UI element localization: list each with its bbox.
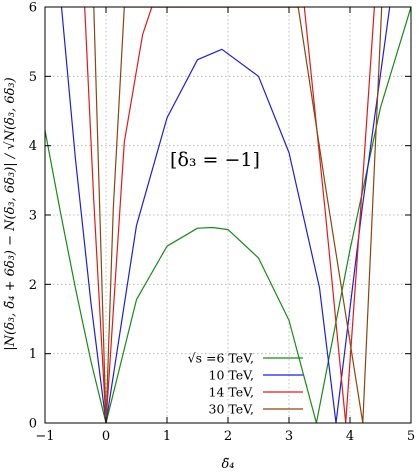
y-axis-label: |N(δ₃, δ̃₄ + 6δ₃) − N(δ₃, 6δ₃)| / √N(δ₃,… xyxy=(3,77,18,350)
series-line xyxy=(45,7,411,423)
legend-label: 10 TeV, xyxy=(209,368,254,383)
y-tick-label: 6 xyxy=(29,1,37,16)
legend-label: 14 TeV, xyxy=(209,385,254,400)
y-tick-label: 4 xyxy=(29,139,37,154)
x-tick-label: 4 xyxy=(346,429,354,444)
y-tick-label: 0 xyxy=(29,417,37,432)
annotation: [δ₃ = −1] xyxy=(170,149,260,171)
grid xyxy=(45,7,411,423)
series-group xyxy=(45,7,411,423)
legend-label: 30 TeV, xyxy=(209,402,254,417)
x-tick-label: 5 xyxy=(407,429,415,444)
x-tick-label: −1 xyxy=(35,429,54,444)
series-line xyxy=(60,7,391,423)
x-tick-label: 2 xyxy=(224,429,232,444)
legend-label: √s =6 TeV, xyxy=(188,351,254,366)
legend-prefix: √s = xyxy=(188,351,217,366)
x-tick-label: 0 xyxy=(102,429,110,444)
series-line xyxy=(93,7,383,423)
y-tick-label: 2 xyxy=(29,278,37,293)
series-line xyxy=(84,7,375,423)
legend: √s =6 TeV, 10 TeV, 14 TeV, 30 TeV, xyxy=(188,351,303,417)
y-tick-label: 1 xyxy=(29,347,37,362)
x-axis-label: δ̃₄ xyxy=(221,457,234,472)
ticks xyxy=(44,6,412,424)
y-tick-label: 3 xyxy=(29,209,37,224)
x-tick-label: 3 xyxy=(285,429,293,444)
x-tick-label: 1 xyxy=(163,429,171,444)
y-tick-label: 5 xyxy=(29,70,37,85)
